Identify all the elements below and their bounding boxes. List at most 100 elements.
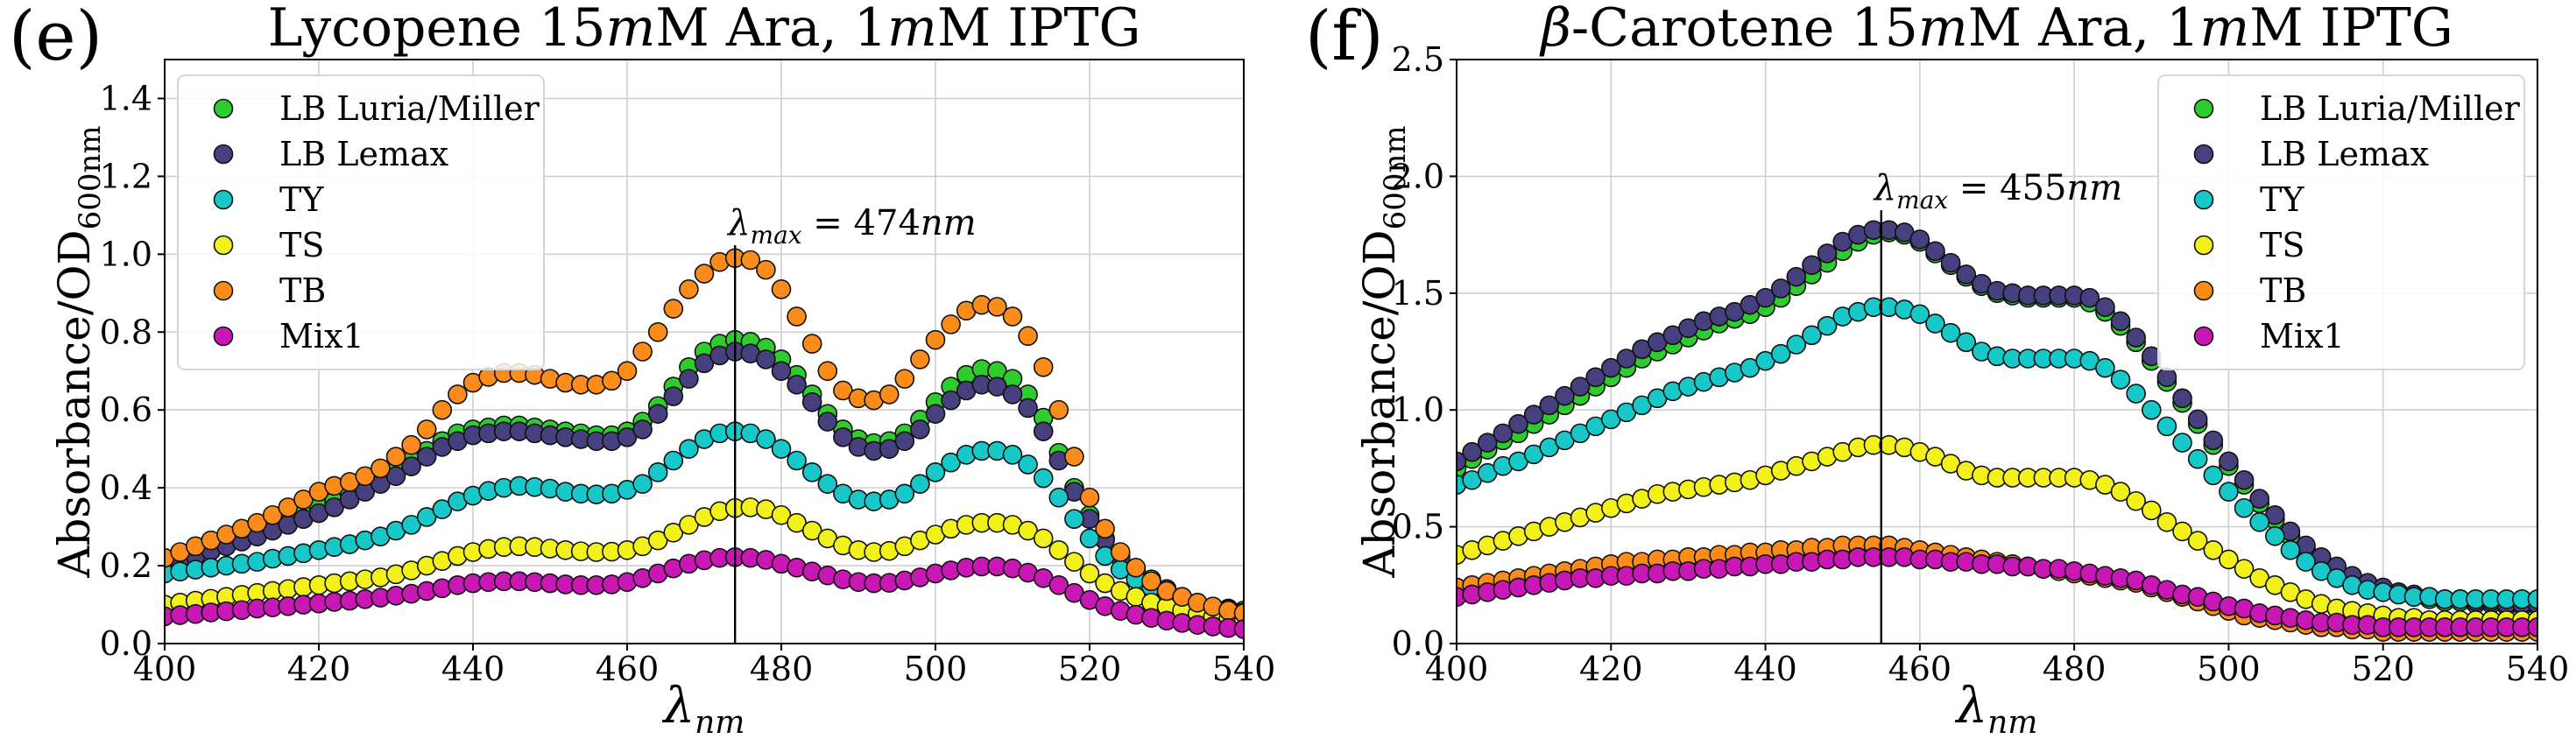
title-part: Lycopene 15	[268, 0, 606, 59]
data-point	[771, 504, 792, 525]
legend-label: LB Lemax	[279, 135, 448, 173]
x-tick-label: 440	[1733, 650, 1797, 688]
data-point	[1786, 334, 1807, 355]
legend-marker	[2193, 144, 2214, 165]
data-point	[1233, 603, 1244, 623]
data-point	[879, 384, 900, 405]
data-point	[1018, 326, 1038, 347]
data-point	[894, 431, 915, 452]
data-point	[740, 250, 761, 271]
y-tick-label: 1.2	[100, 157, 152, 195]
data-point	[1956, 264, 1977, 285]
data-point	[2126, 384, 2146, 404]
title-part: -Carotene 15	[1571, 0, 1918, 59]
data-point	[1018, 454, 1038, 475]
data-point	[416, 447, 437, 467]
data-point	[787, 374, 807, 395]
legend-label: TY	[279, 180, 324, 219]
data-point	[1539, 395, 1560, 416]
data-point	[833, 380, 853, 401]
data-point	[385, 466, 406, 487]
annotation-unit: nm	[921, 203, 977, 243]
data-point	[910, 474, 930, 494]
data-point	[987, 297, 1007, 317]
data-point	[771, 439, 792, 459]
data-point	[602, 370, 622, 391]
data-point	[2156, 511, 2177, 532]
data-point	[1233, 619, 1244, 639]
x-axis-label-sub: nm	[1987, 705, 2037, 739]
series-ts	[1457, 434, 2537, 630]
data-point	[987, 377, 1007, 397]
data-point	[1755, 287, 1775, 308]
series-ts	[165, 497, 1244, 631]
y-tick-label: 0.5	[1392, 508, 1444, 546]
data-point	[941, 452, 961, 473]
x-tick-label: 460	[1888, 650, 1952, 688]
data-point	[647, 462, 668, 482]
x-tick-label: 520	[1058, 650, 1122, 688]
legend-marker	[2193, 280, 2214, 301]
annotation-unit: nm	[2066, 168, 2122, 208]
y-axis-label-main: Absorbance/OD	[49, 229, 100, 578]
data-point	[1802, 325, 1822, 346]
legend-label: TS	[279, 226, 324, 264]
data-point	[2141, 500, 2162, 521]
x-axis-label: λnm	[1955, 678, 2038, 739]
data-point	[1033, 528, 1054, 549]
y-tick-label: 0.8	[100, 313, 152, 351]
y-tick-label: 0.6	[100, 391, 152, 429]
legend-label: LB Luria/Miller	[2260, 89, 2521, 128]
data-point	[679, 439, 699, 459]
data-point	[2110, 370, 2131, 390]
y-axis-label: Absorbance/OD600nm	[1354, 125, 1413, 578]
data-point	[2110, 311, 2131, 332]
panel-label: (e)	[9, 0, 102, 76]
data-point	[293, 489, 314, 510]
data-point	[2203, 539, 2224, 560]
data-point	[1018, 520, 1038, 541]
annotation-value: = 455	[1948, 168, 2066, 208]
data-point	[2156, 367, 2177, 388]
x-tick-label: 400	[133, 650, 197, 688]
title-part: m	[605, 0, 655, 59]
data-point	[632, 474, 653, 494]
data-point	[2156, 416, 2177, 437]
annotation-lambda: λ	[726, 203, 750, 243]
lambda-max-annotation: λmax = 455nm	[1873, 168, 2122, 215]
data-point	[694, 264, 715, 284]
data-point	[1048, 574, 1069, 595]
legend-marker	[213, 144, 234, 165]
legend-label: Mix1	[2260, 317, 2345, 355]
data-point	[2527, 589, 2537, 609]
y-tick-label: 1.5	[1392, 274, 1444, 313]
data-point	[2187, 531, 2208, 551]
x-tick-label: 420	[287, 650, 351, 688]
legend-marker	[2193, 235, 2214, 256]
data-point	[801, 462, 822, 482]
x-tick-label: 540	[2506, 650, 2570, 688]
legend-marker	[213, 326, 234, 347]
data-point	[2172, 433, 2192, 453]
title-part: M Ara, 1	[1968, 0, 2200, 59]
data-point	[2187, 409, 2208, 430]
data-point	[879, 439, 900, 459]
plot-frame	[1456, 59, 2538, 644]
data-point	[2219, 451, 2239, 472]
data-point	[1126, 557, 1147, 578]
data-point	[1523, 405, 1544, 425]
legend-marker	[213, 189, 234, 210]
annotation-sub: max	[1896, 186, 1948, 215]
data-point	[817, 361, 838, 382]
legend-label: TB	[279, 271, 326, 310]
data-point	[2527, 617, 2537, 637]
x-tick-label: 500	[904, 650, 968, 688]
data-point	[1940, 252, 1961, 273]
y-tick-label: 2.5	[1392, 40, 1444, 79]
data-point	[941, 390, 961, 411]
data-point	[416, 419, 437, 440]
data-point	[2126, 490, 2146, 511]
data-point	[771, 361, 792, 382]
legend: LB Luria/Miller LB Lemax TY TS TB Mix1	[177, 74, 545, 370]
legend-marker	[2193, 326, 2214, 347]
